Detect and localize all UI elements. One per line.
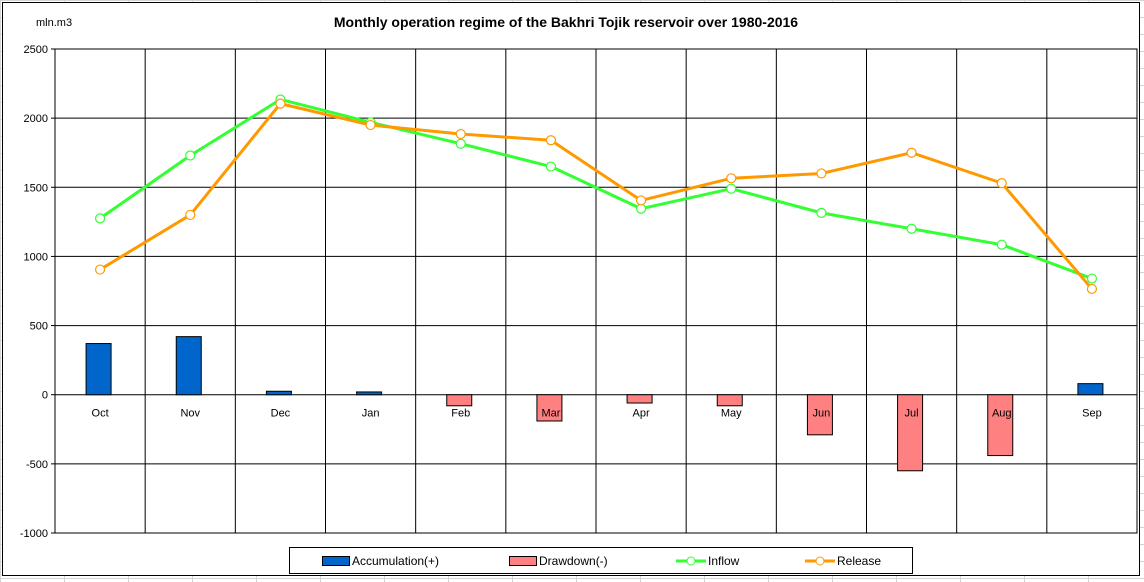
line-release — [99, 102, 1094, 290]
legend-item-drawdown: Drawdown(-) — [509, 548, 608, 573]
legend-item-release: Release — [805, 548, 881, 573]
legend-item-accumulation: Accumulation(+) — [322, 548, 439, 573]
legend-swatch-drawdown — [509, 555, 537, 566]
point-inflow — [906, 223, 917, 234]
bar-drawdown — [446, 394, 473, 407]
bar-accumulation — [265, 390, 292, 396]
point-release — [455, 128, 466, 140]
x-tick-label: Jan — [362, 408, 380, 420]
x-tick-label: Oct — [92, 408, 109, 420]
point-release — [365, 119, 376, 131]
y-tick-label: 1500 — [24, 182, 48, 194]
y-tick-label: 1000 — [24, 251, 48, 263]
legend-line-release — [805, 556, 835, 565]
bar-drawdown — [626, 394, 653, 404]
point-release — [906, 147, 917, 158]
x-tick-label: Nov — [180, 408, 200, 420]
point-release — [275, 98, 286, 109]
legend-swatch-accumulation — [322, 555, 350, 566]
line-inflow — [99, 97, 1093, 280]
bar-drawdown — [987, 394, 1014, 457]
bar-drawdown — [897, 394, 924, 472]
bar-series — [85, 336, 1104, 472]
point-inflow — [185, 150, 196, 161]
point-release — [545, 135, 557, 146]
x-tick-label: Jul — [905, 408, 919, 420]
point-release — [996, 178, 1007, 189]
point-release — [94, 264, 106, 275]
gridlines — [55, 48, 1137, 534]
legend-label-accumulation: Accumulation(+) — [352, 553, 440, 568]
y-axis-ticks: -1000 -500 0 500 1000 1500 2000 2500 — [20, 44, 55, 540]
chart-title: Monthly operation regime of the Bakhri T… — [334, 14, 798, 30]
x-tick-label: Dec — [271, 408, 291, 420]
legend-label-inflow: Inflow — [708, 553, 740, 568]
y-tick-label: 2000 — [24, 113, 48, 125]
x-tick-label: May — [721, 408, 742, 420]
point-inflow — [455, 138, 466, 149]
bar-accumulation — [356, 391, 383, 396]
point-release — [1086, 283, 1098, 295]
y-tick-label: 2500 — [24, 44, 48, 56]
x-axis-ticks: Oct Nov Dec Jan Feb Mar Apr May Jun Jul Aug Sep — [92, 408, 1102, 420]
point-inflow — [94, 213, 106, 224]
legend: Accumulation(+) Drawdown(-) Inflow Relea… — [289, 547, 913, 574]
point-inflow — [726, 183, 737, 194]
line-series — [94, 94, 1098, 295]
point-release — [635, 195, 647, 206]
y-axis-unit-label: mln.m3 — [36, 17, 72, 29]
point-release — [726, 173, 737, 184]
chart-canvas: Monthly operation regime of the Bakhri T… — [20, 14, 1138, 540]
point-release — [185, 209, 196, 221]
legend-label-release: Release — [837, 553, 882, 568]
x-tick-label: Apr — [633, 408, 650, 420]
bar-drawdown — [806, 394, 833, 436]
y-tick-label: 0 — [42, 390, 48, 402]
x-tick-label: Aug — [992, 408, 1012, 420]
bar-accumulation — [85, 343, 112, 396]
bar-drawdown — [716, 394, 743, 407]
y-tick-label: -500 — [26, 459, 48, 471]
y-tick-label: 500 — [30, 321, 48, 333]
x-tick-label: Jun — [813, 408, 831, 420]
bar-drawdown — [536, 394, 563, 422]
legend-line-inflow — [676, 556, 706, 565]
bar-accumulation — [1077, 383, 1104, 396]
legend-label-drawdown: Drawdown(-) — [539, 553, 608, 568]
x-tick-label: Sep — [1082, 408, 1102, 420]
point-inflow — [816, 207, 827, 218]
point-release — [816, 168, 827, 179]
x-tick-label: Feb — [451, 408, 470, 420]
y-tick-label: -1000 — [20, 528, 48, 540]
point-inflow — [996, 239, 1007, 250]
legend-item-inflow: Inflow — [676, 548, 739, 573]
x-tick-label: Mar — [541, 408, 560, 420]
bar-accumulation — [175, 336, 202, 396]
point-inflow — [1086, 273, 1098, 284]
point-inflow — [545, 161, 557, 172]
point-inflow — [635, 203, 647, 214]
